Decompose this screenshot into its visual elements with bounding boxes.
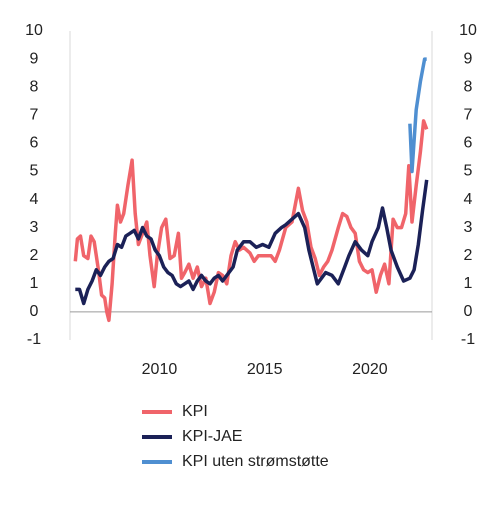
y2-tick-label: 6	[464, 135, 473, 152]
legend-label: KPI	[182, 403, 208, 420]
legend-label: KPI-JAE	[182, 428, 242, 445]
y2-tick-label: 9	[464, 50, 473, 67]
y-tick-label: 1	[30, 275, 39, 292]
y2-tick-label: 1	[464, 275, 473, 292]
x-tick-label: 2015	[247, 361, 283, 378]
x-tick-label: 2010	[142, 361, 178, 378]
y-tick-label: 5	[30, 163, 39, 180]
y-tick-label: -1	[27, 331, 41, 348]
y-tick-label: 6	[30, 135, 39, 152]
legend-label: KPI uten strømstøtte	[182, 453, 329, 470]
y-tick-label: 2	[30, 247, 39, 264]
y2-tick-label: 3	[464, 219, 473, 236]
series-line	[408, 57, 427, 174]
y2-tick-label: 10	[459, 22, 477, 39]
y2-tick-label: 5	[464, 163, 473, 180]
x-tick-label: 2020	[352, 361, 388, 378]
y-tick-label: 9	[30, 50, 39, 67]
series-line	[75, 179, 429, 306]
y-tick-label: 3	[30, 219, 39, 236]
y-tick-label: 4	[30, 191, 39, 208]
y2-tick-label: 7	[464, 106, 473, 123]
y2-tick-label: 2	[464, 247, 473, 264]
y-tick-label: 10	[25, 22, 43, 39]
series-line	[73, 119, 429, 323]
y-tick-label: 7	[30, 106, 39, 123]
y2-tick-label: 8	[464, 78, 473, 95]
y2-tick-label: -1	[461, 331, 475, 348]
y-tick-label: 8	[30, 78, 39, 95]
y2-tick-label: 0	[464, 303, 473, 320]
y2-tick-label: 4	[464, 191, 473, 208]
y-tick-label: 0	[30, 303, 39, 320]
